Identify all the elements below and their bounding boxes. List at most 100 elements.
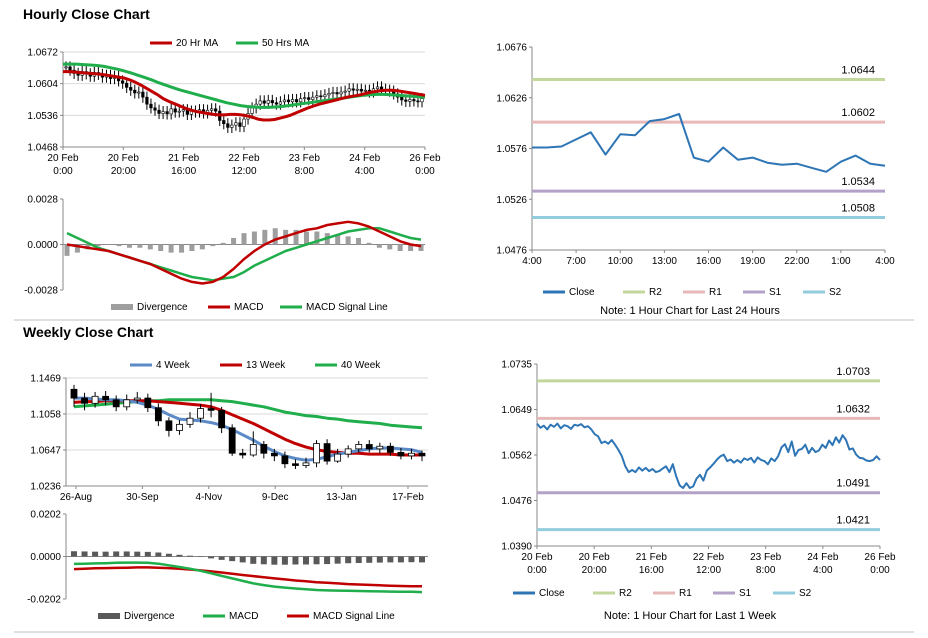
hourly-candle-body: [290, 99, 295, 103]
hourly-candle-body: [347, 88, 351, 92]
hourly-line-ytick-label: 1.0476: [496, 246, 527, 257]
weekly-candle-body: [81, 397, 88, 404]
weekly-candle-body: [270, 452, 278, 457]
weekly-macd-divergence-bar: [123, 551, 130, 557]
hourly-macd-ytick-label: 0.0028: [27, 195, 58, 206]
hourly-macd-divergence-bar: [158, 244, 164, 251]
hourly-candle-body: [121, 80, 125, 84]
hourly-candle-body: [323, 94, 327, 98]
weekly-macd-divergence-bar: [250, 556, 257, 564]
hourly-candles-xtick-label: 0:00: [415, 166, 435, 177]
hourly-macd-divergence-bar: [147, 244, 153, 250]
weekly-candle-body: [418, 452, 426, 457]
hourly-candles-xtick-label: 4:00: [355, 166, 375, 177]
weekly-macd-legend-macd-label: MACD: [229, 611, 258, 622]
hourly-line-xtick-label: 4:00: [522, 256, 542, 267]
hourly-candle-body: [64, 66, 68, 69]
weekly-candle-body: [123, 399, 131, 408]
hourly-candle-body: [141, 91, 145, 98]
hourly-ma50-line: [63, 62, 426, 109]
hourly-candle-body: [416, 100, 420, 103]
weekly-line-ytick-label: 1.0476: [501, 496, 532, 507]
weekly-line-xtick-label: 8:00: [756, 565, 776, 576]
weekly-candle-body: [133, 397, 141, 401]
weekly-line-xtick-label: 0:00: [527, 565, 547, 576]
hourly-candle-body: [412, 99, 416, 102]
weekly-macd-divergence-bar: [144, 551, 151, 557]
weekly-candle-body: [249, 444, 257, 456]
weekly-candle-body: [154, 407, 162, 422]
weekly-macd-divergence-bar: [313, 556, 320, 565]
hourly-candle-body: [379, 86, 384, 90]
weekly-macd-divergence-bar: [355, 556, 362, 564]
hourly-line-ytick-label: 1.0626: [496, 93, 527, 104]
hourly-macd-divergence-bar: [251, 231, 257, 245]
hourly-candle-body: [266, 100, 270, 104]
hourly-candle-body: [359, 88, 363, 92]
hourly-candles-ytick-label: 1.0468: [27, 143, 58, 154]
hourly-macd-divergence-bar: [356, 238, 362, 245]
weekly-candle-body: [365, 444, 373, 450]
weekly-line-ytick-label: 1.0649: [501, 405, 532, 416]
weekly-line-xtick-label: 16:00: [639, 565, 664, 576]
hourly-candle-body: [149, 103, 153, 109]
hourly-candle-body: [169, 108, 173, 115]
hourly-candle-body: [286, 99, 291, 103]
hourly-macd-divergence-bar: [74, 244, 80, 253]
hourly-macd-divergence-bar: [397, 244, 403, 251]
hourly-candle-body: [173, 108, 177, 113]
hourly-macd-divergence-bar: [241, 233, 247, 245]
weekly-macd-legend-signal-label: MACD Signal Line: [313, 611, 395, 622]
weekly-line-legend-r2-label: R2: [619, 588, 632, 599]
hourly-line-legend-r1-label: R1: [709, 287, 722, 298]
hourly-macd-divergence-bar: [64, 244, 70, 256]
hourly-macd-divergence-bar: [220, 242, 226, 245]
weekly-candle-body: [302, 462, 310, 466]
hourly-candle-body: [339, 91, 343, 95]
hourly-macd-ytick-label: -0.0028: [24, 286, 58, 297]
hourly-macd-divergence-bar: [95, 244, 101, 247]
hourly-candle-body: [278, 101, 283, 105]
hourly-candle-body: [157, 109, 161, 114]
hourly-macd-divergence-bar: [199, 244, 205, 250]
hourly-candle-body: [311, 96, 315, 100]
weekly-line-ytick-label: 1.0562: [501, 451, 532, 462]
weekly-candle-body: [112, 399, 120, 408]
hourly-macd-divergence-bar: [335, 234, 341, 245]
hourly-candles-xtick-label: 24 Feb: [349, 153, 381, 164]
weekly-candles-legend-4week-label: 4 Week: [156, 360, 191, 371]
weekly-macd-divergence-bar: [345, 556, 352, 564]
hourly-macd-divergence-bar: [303, 231, 309, 245]
hourly-candle-body: [363, 89, 367, 92]
hourly-line-level-label-r1: 1.0602: [841, 107, 875, 119]
weekly-macd-divergence-bar: [208, 556, 215, 559]
hourly-macd-divergence-bar: [116, 244, 122, 247]
hourly-macd-divergence-bar: [314, 231, 320, 245]
weekly-candle-body: [386, 445, 394, 453]
weekly-candle-body: [408, 452, 415, 457]
weekly-line-legend-close-label: Close: [539, 588, 565, 599]
hourly-macd-divergence-bar: [293, 229, 299, 245]
hourly-candle-body: [270, 100, 274, 104]
weekly-candle-body: [176, 423, 183, 431]
hourly-candle-body: [226, 123, 230, 128]
weekly-line-xtick-label: 22 Feb: [693, 552, 725, 563]
weekly-candles-ytick-label: 1.0647: [30, 446, 61, 457]
hourly-candle-body: [307, 97, 311, 100]
hourly-candle-body: [262, 100, 266, 104]
hourly-candles-ytick-label: 1.0672: [27, 48, 58, 59]
weekly-candle-body: [186, 417, 194, 425]
hourly-candle-body: [222, 120, 226, 125]
weekly-macd-divergence-bar: [176, 554, 183, 557]
weekly-line-close-line: [536, 422, 881, 489]
weekly-macd-divergence-bar: [71, 551, 77, 557]
weekly-candle-body: [144, 397, 152, 409]
weekly-line-xtick-label: 20 Feb: [579, 552, 611, 563]
hourly-line-ytick-label: 1.0676: [496, 43, 527, 54]
hourly-macd-divergence-bar: [210, 244, 216, 247]
hourly-macd-divergence-bar: [408, 244, 414, 251]
weekly-macd-divergence-bar: [229, 556, 236, 562]
hourly-candles-xtick-label: 16:00: [171, 166, 196, 177]
weekly-candle-body: [344, 448, 352, 455]
